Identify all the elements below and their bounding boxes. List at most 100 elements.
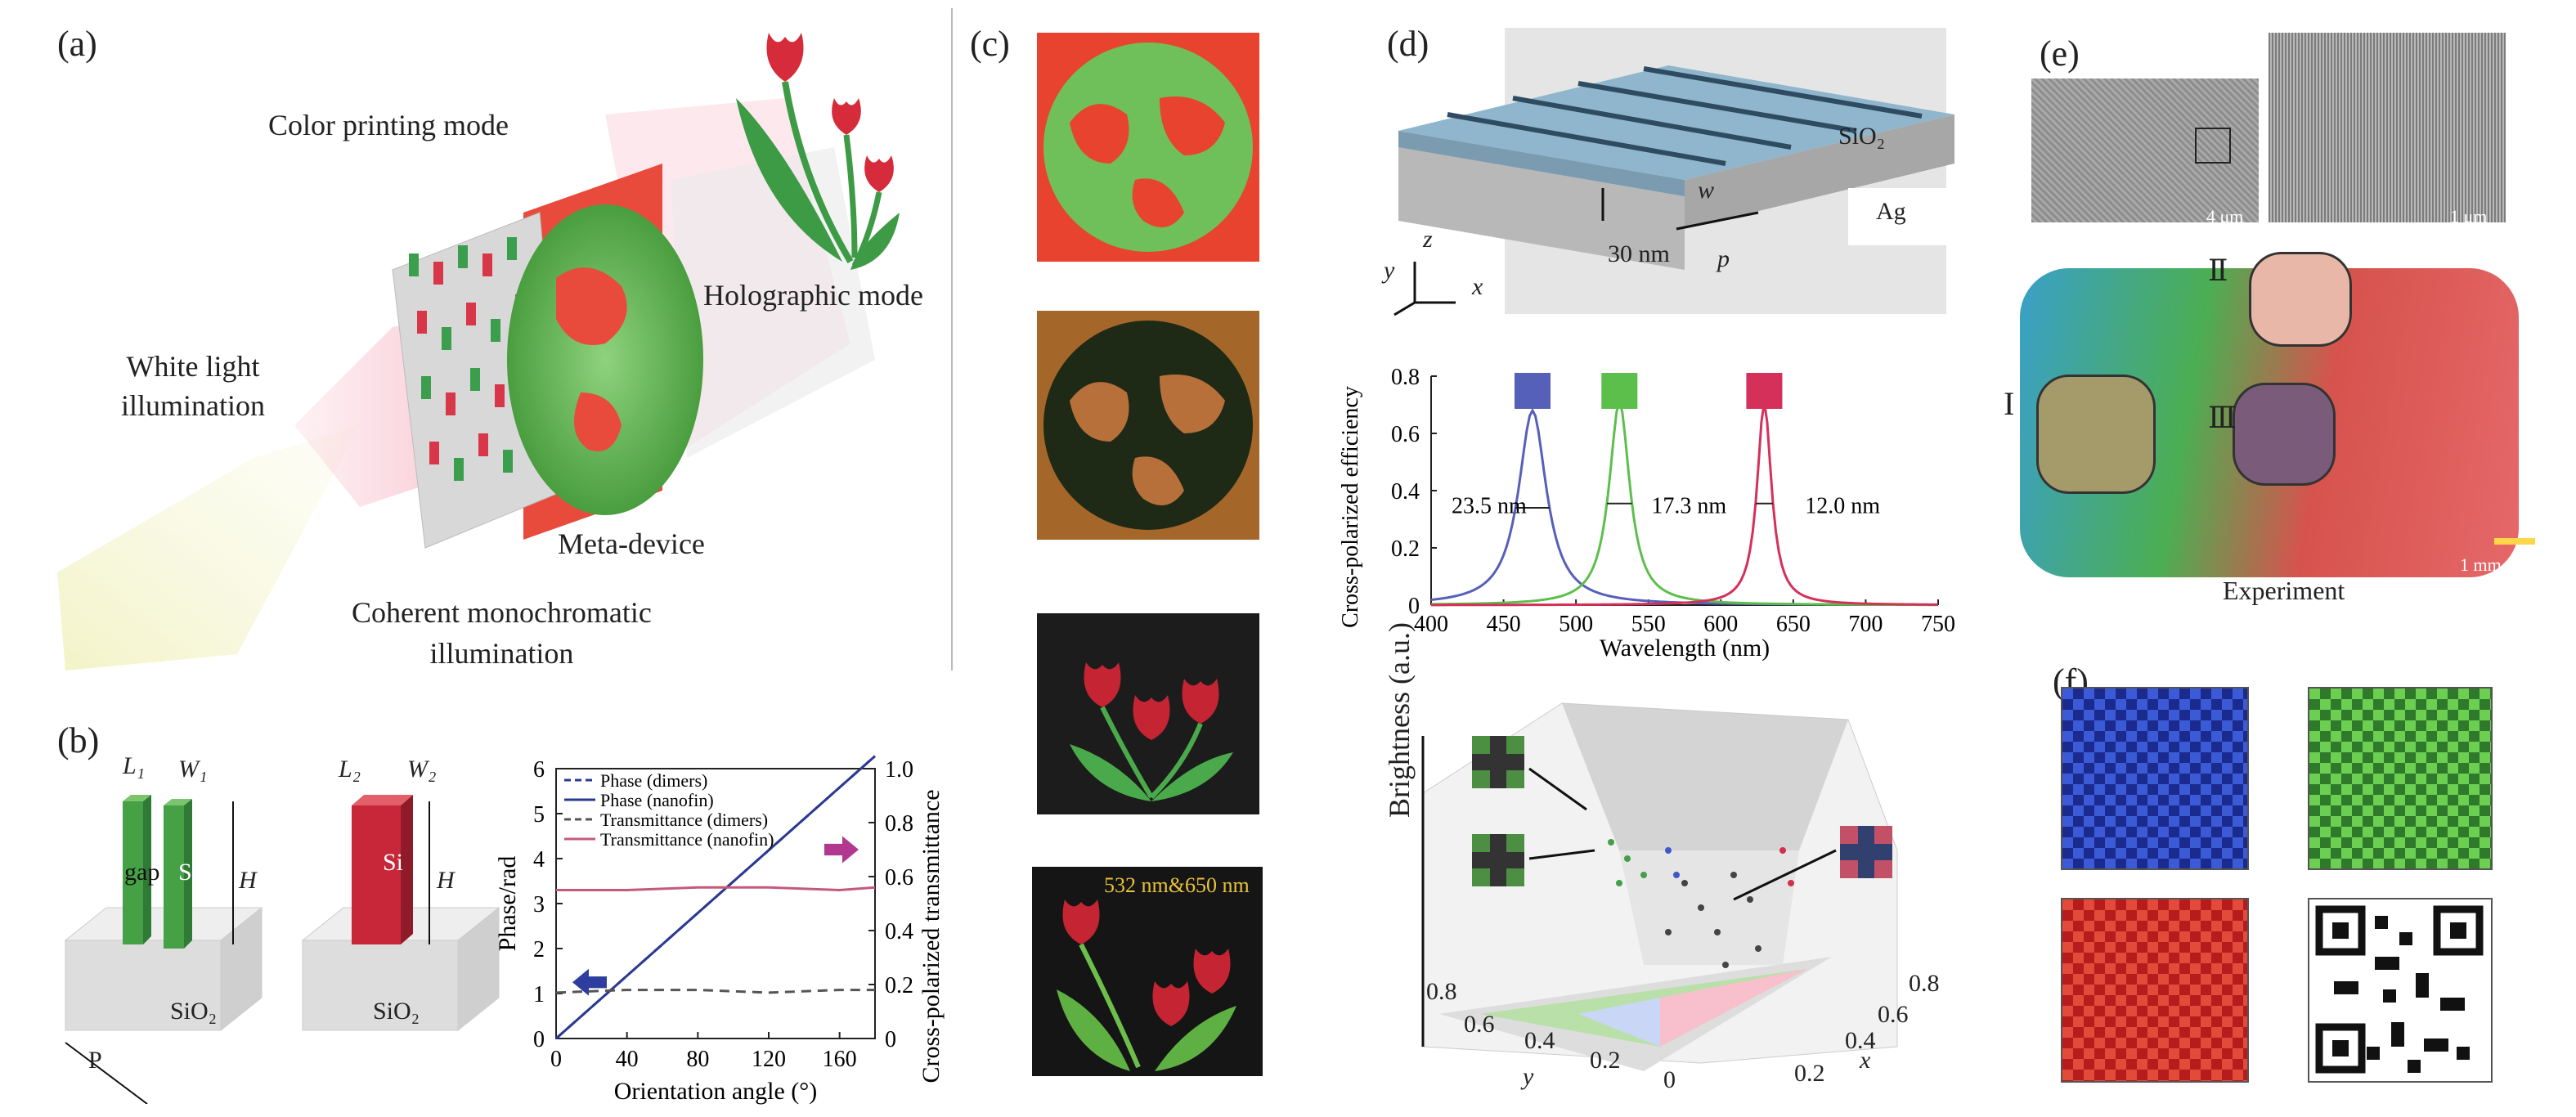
qr-hologram-red <box>2061 898 2249 1083</box>
legend-label: Phase (dimers) <box>600 770 707 791</box>
sio2-label-grating: SiO₂ <box>1838 123 1886 150</box>
roman-III-label: Ⅲ <box>2208 401 2237 434</box>
roman-II-label: Ⅱ <box>2208 254 2228 287</box>
globe-color-print <box>1037 33 1259 262</box>
y-tick-label: 6 <box>533 757 545 783</box>
y-tick-label: 0.2 <box>1391 536 1420 562</box>
efficiency-spectrum-chart: 400 450 500 550 600 650 700 750 0 0.2 0.4 0.6 0.8 Wav… <box>1338 365 1955 662</box>
panel-e-label: (e) <box>2040 34 2080 74</box>
zoom-region-III <box>2233 383 2336 486</box>
sem-image-overview <box>2031 79 2259 222</box>
x-tick-label: 40 <box>616 1047 639 1072</box>
tulip-hologram-1 <box>1037 613 1259 814</box>
globe-hologram-dark <box>1037 311 1259 540</box>
y2-tick-label: 0.8 <box>885 811 913 837</box>
roman-I-label: I <box>2004 385 2015 422</box>
meta-device-label: Meta-device <box>558 527 705 560</box>
coherent-illumination-label: Coherent monochromatic illumination <box>352 596 652 670</box>
legend-label: Transmittance (nanofin) <box>600 829 774 850</box>
sio2-label-dimer: SiO₂ <box>170 998 218 1025</box>
legend-label: Transmittance (dimers) <box>600 810 768 830</box>
qr-hologram-green <box>2308 687 2493 870</box>
p-label: P <box>88 1047 102 1074</box>
experiment-caption: Experiment <box>2223 576 2345 605</box>
y2-tick-label: 1.0 <box>885 757 913 783</box>
h-label-nanofin: H <box>437 867 455 894</box>
x-axis-label: Wavelength (nm) <box>1600 635 1770 662</box>
x-tick-label: 120 <box>752 1047 786 1072</box>
qr-hologram-blue <box>2061 687 2249 870</box>
panel-b-label: (b) <box>57 720 100 760</box>
sio2-label-nanofin: SiO₂ <box>373 998 420 1025</box>
y2-axis-label: Cross-polarized transmittance <box>918 789 945 1083</box>
si-label-dimer: Si <box>178 859 200 886</box>
x-tick-label: 600 <box>1703 612 1738 637</box>
peak-color-swatch-3 <box>1746 373 1783 409</box>
x-axis-label: Orientation angle (°) <box>614 1078 818 1105</box>
thickness-label: 30 nm <box>1608 240 1670 267</box>
y2-tick-label: 0.2 <box>885 973 913 998</box>
y-tick-label: 0 <box>1408 594 1420 619</box>
scale-bar-1mm: 1 mm <box>2460 554 2502 575</box>
y-tick-label: 2 <box>533 937 545 962</box>
y-axis-label: Cross-polarized efficiency <box>1338 386 1363 628</box>
x-tick-label: 0 <box>550 1047 562 1072</box>
zoom-region-I <box>2036 375 2156 494</box>
gap-label: gap <box>124 859 160 886</box>
white-light-label: White light illumination <box>121 350 265 422</box>
scale-bar-4um: 4 μm <box>2206 206 2244 227</box>
panel-divider <box>951 8 953 671</box>
x-tick-label: 400 <box>1414 612 1448 637</box>
w-label: w <box>1698 177 1715 204</box>
peak-color-swatch-2 <box>1601 373 1638 409</box>
fwhm-label-1: 23.5 nm <box>1452 494 1527 519</box>
ag-label: Ag <box>1876 198 1906 225</box>
x3d-label: x <box>1860 1047 1871 1074</box>
y-tick-label: 0.6 <box>1391 422 1420 447</box>
tulip-hologram-2: 532 nm&650 nm <box>1032 867 1263 1076</box>
panel-c-label: (c) <box>970 24 1010 64</box>
x-tick-label: 700 <box>1848 612 1883 637</box>
legend-label: Phase (nanofin) <box>600 790 714 810</box>
si-label-nanofin: Si <box>383 849 404 876</box>
spectrum-line-3 <box>1430 401 1939 607</box>
y-tick-label: 4 <box>533 847 545 873</box>
chromaticity-3d-plot <box>1421 702 1898 1071</box>
y3d-label: y <box>1523 1063 1534 1090</box>
brightness-axis-label: Brightness (a.u.) <box>1383 622 1416 818</box>
y2-tick-label: 0.4 <box>885 919 913 944</box>
fwhm-label-2: 17.3 nm <box>1651 494 1726 519</box>
y-axis-label: Phase/rad <box>494 856 521 952</box>
l2-label: L₂ <box>339 756 361 783</box>
sem-image-zoom <box>2269 33 2506 222</box>
axis-arrow-right <box>824 836 859 864</box>
y-tick-label: 1 <box>533 982 545 1007</box>
phase-transmittance-chart: 0 40 80 120 160 0 1 2 3 4 5 6 0 0.2 0.4 0.6 0.8 1.0 Orient… <box>494 755 945 1105</box>
zoom-region-II <box>2249 252 2352 347</box>
y-tick-label: 0.8 <box>1391 365 1420 390</box>
w1-label: W₁ <box>178 756 208 783</box>
p-label-grating: p <box>1717 245 1730 272</box>
qr-code-reference <box>2308 898 2493 1083</box>
meta-device-illustration <box>57 33 900 671</box>
x-tick-label: 650 <box>1776 612 1811 637</box>
y-tick-label: 0 <box>533 1027 545 1052</box>
y-tick-label: 5 <box>533 802 545 828</box>
y2-tick-label: 0 <box>885 1027 896 1052</box>
unit-cell-illustration <box>64 795 500 1104</box>
color-printing-mode-label: Color printing mode <box>268 109 509 141</box>
wavelength-annotation: 532 nm&650 nm <box>1104 873 1250 897</box>
y-tick-label: 3 <box>533 892 545 917</box>
fwhm-label-3: 12.0 nm <box>1805 494 1880 519</box>
x-tick-label: 160 <box>823 1047 857 1072</box>
w2-label: W₂ <box>407 756 437 783</box>
axis-y-label: y <box>1384 257 1395 284</box>
panel-d-label: (d) <box>1387 24 1429 64</box>
l1-label: L₁ <box>123 752 146 779</box>
peak-color-swatch-1 <box>1515 373 1551 409</box>
series-line-4 <box>556 886 876 892</box>
x-tick-label: 550 <box>1631 612 1666 637</box>
x-tick-label: 450 <box>1487 612 1521 637</box>
parrot-color-print <box>2020 252 2535 577</box>
axis-x-label: x <box>1472 273 1483 300</box>
